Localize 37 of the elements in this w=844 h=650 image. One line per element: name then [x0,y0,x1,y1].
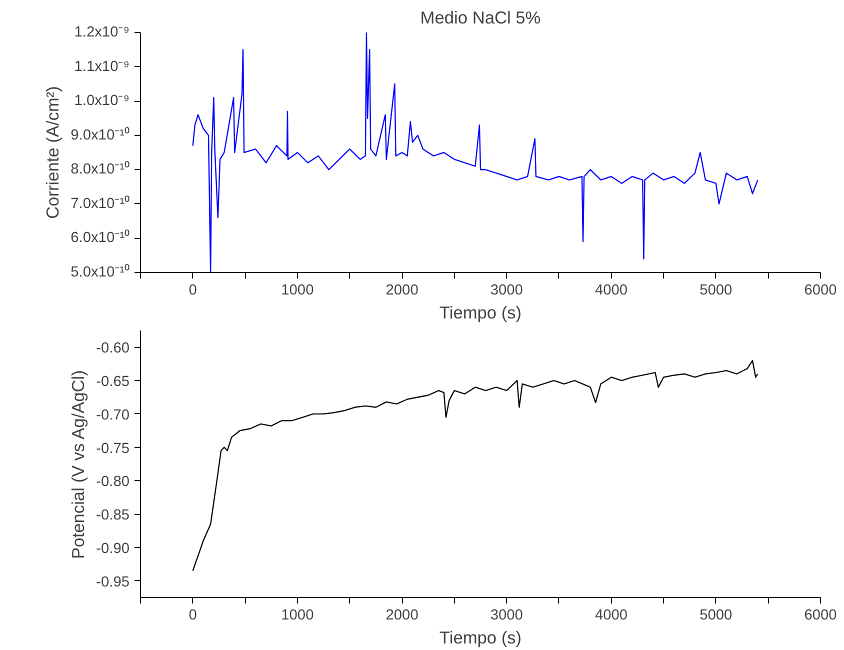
x-tick-label: 0 [188,282,197,298]
chart-title: Medio NaCl 5% [420,8,541,28]
y-tick-label: -0.80 [96,474,130,490]
x-tick-label: 2000 [386,608,418,624]
x-tick-label: 5000 [700,282,732,298]
x-tick-label: 3000 [490,608,523,624]
y-tick-label: 6.0x10⁻¹⁰ [70,229,130,246]
line-series [192,32,758,272]
x-tick-label: 1000 [281,282,314,298]
y-tick-label: 1.0x10⁻⁹ [74,93,130,110]
y-tick-label: -0.75 [96,440,130,457]
y-axis-title: Potencial (V vs Ag/AgCl) [68,370,88,559]
x-tick-label: 5000 [700,608,732,624]
y-tick-label: 1.1x10⁻⁹ [74,58,130,75]
x-tick-label: 0 [188,608,197,624]
y-tick-label: 1.2x10⁻⁹ [74,24,130,40]
x-tick-label: 2000 [386,282,418,298]
y-tick-label: 8.0x10⁻¹⁰ [70,160,130,178]
line-series [192,360,758,572]
y-tick-label: 5.0x10⁻¹⁰ [70,264,130,280]
y-tick-label: -0.65 [96,374,130,390]
x-tick-label: 6000 [804,282,837,298]
x-tick-label: 4000 [594,282,628,298]
y-tick-label: -0.60 [96,340,130,357]
x-axis-title: Tiempo (s) [439,302,522,322]
y-tick-label: -0.95 [96,574,130,590]
x-tick-label: 6000 [804,608,837,624]
y-axis-title: Corriente (A/cm²) [42,86,63,219]
y-tick-label: -0.70 [96,407,130,424]
x-tick-label: 4000 [594,608,628,624]
x-axis-title: Tiempo (s) [439,628,522,648]
y-tick-label: 7.0x10⁻¹⁰ [70,194,130,212]
y-tick-label: 9.0x10⁻¹⁰ [70,126,130,144]
x-tick-label: 1000 [281,608,314,624]
x-tick-label: 3000 [490,282,523,298]
y-tick-label: -0.90 [96,540,130,557]
y-tick-label: -0.85 [96,508,130,524]
